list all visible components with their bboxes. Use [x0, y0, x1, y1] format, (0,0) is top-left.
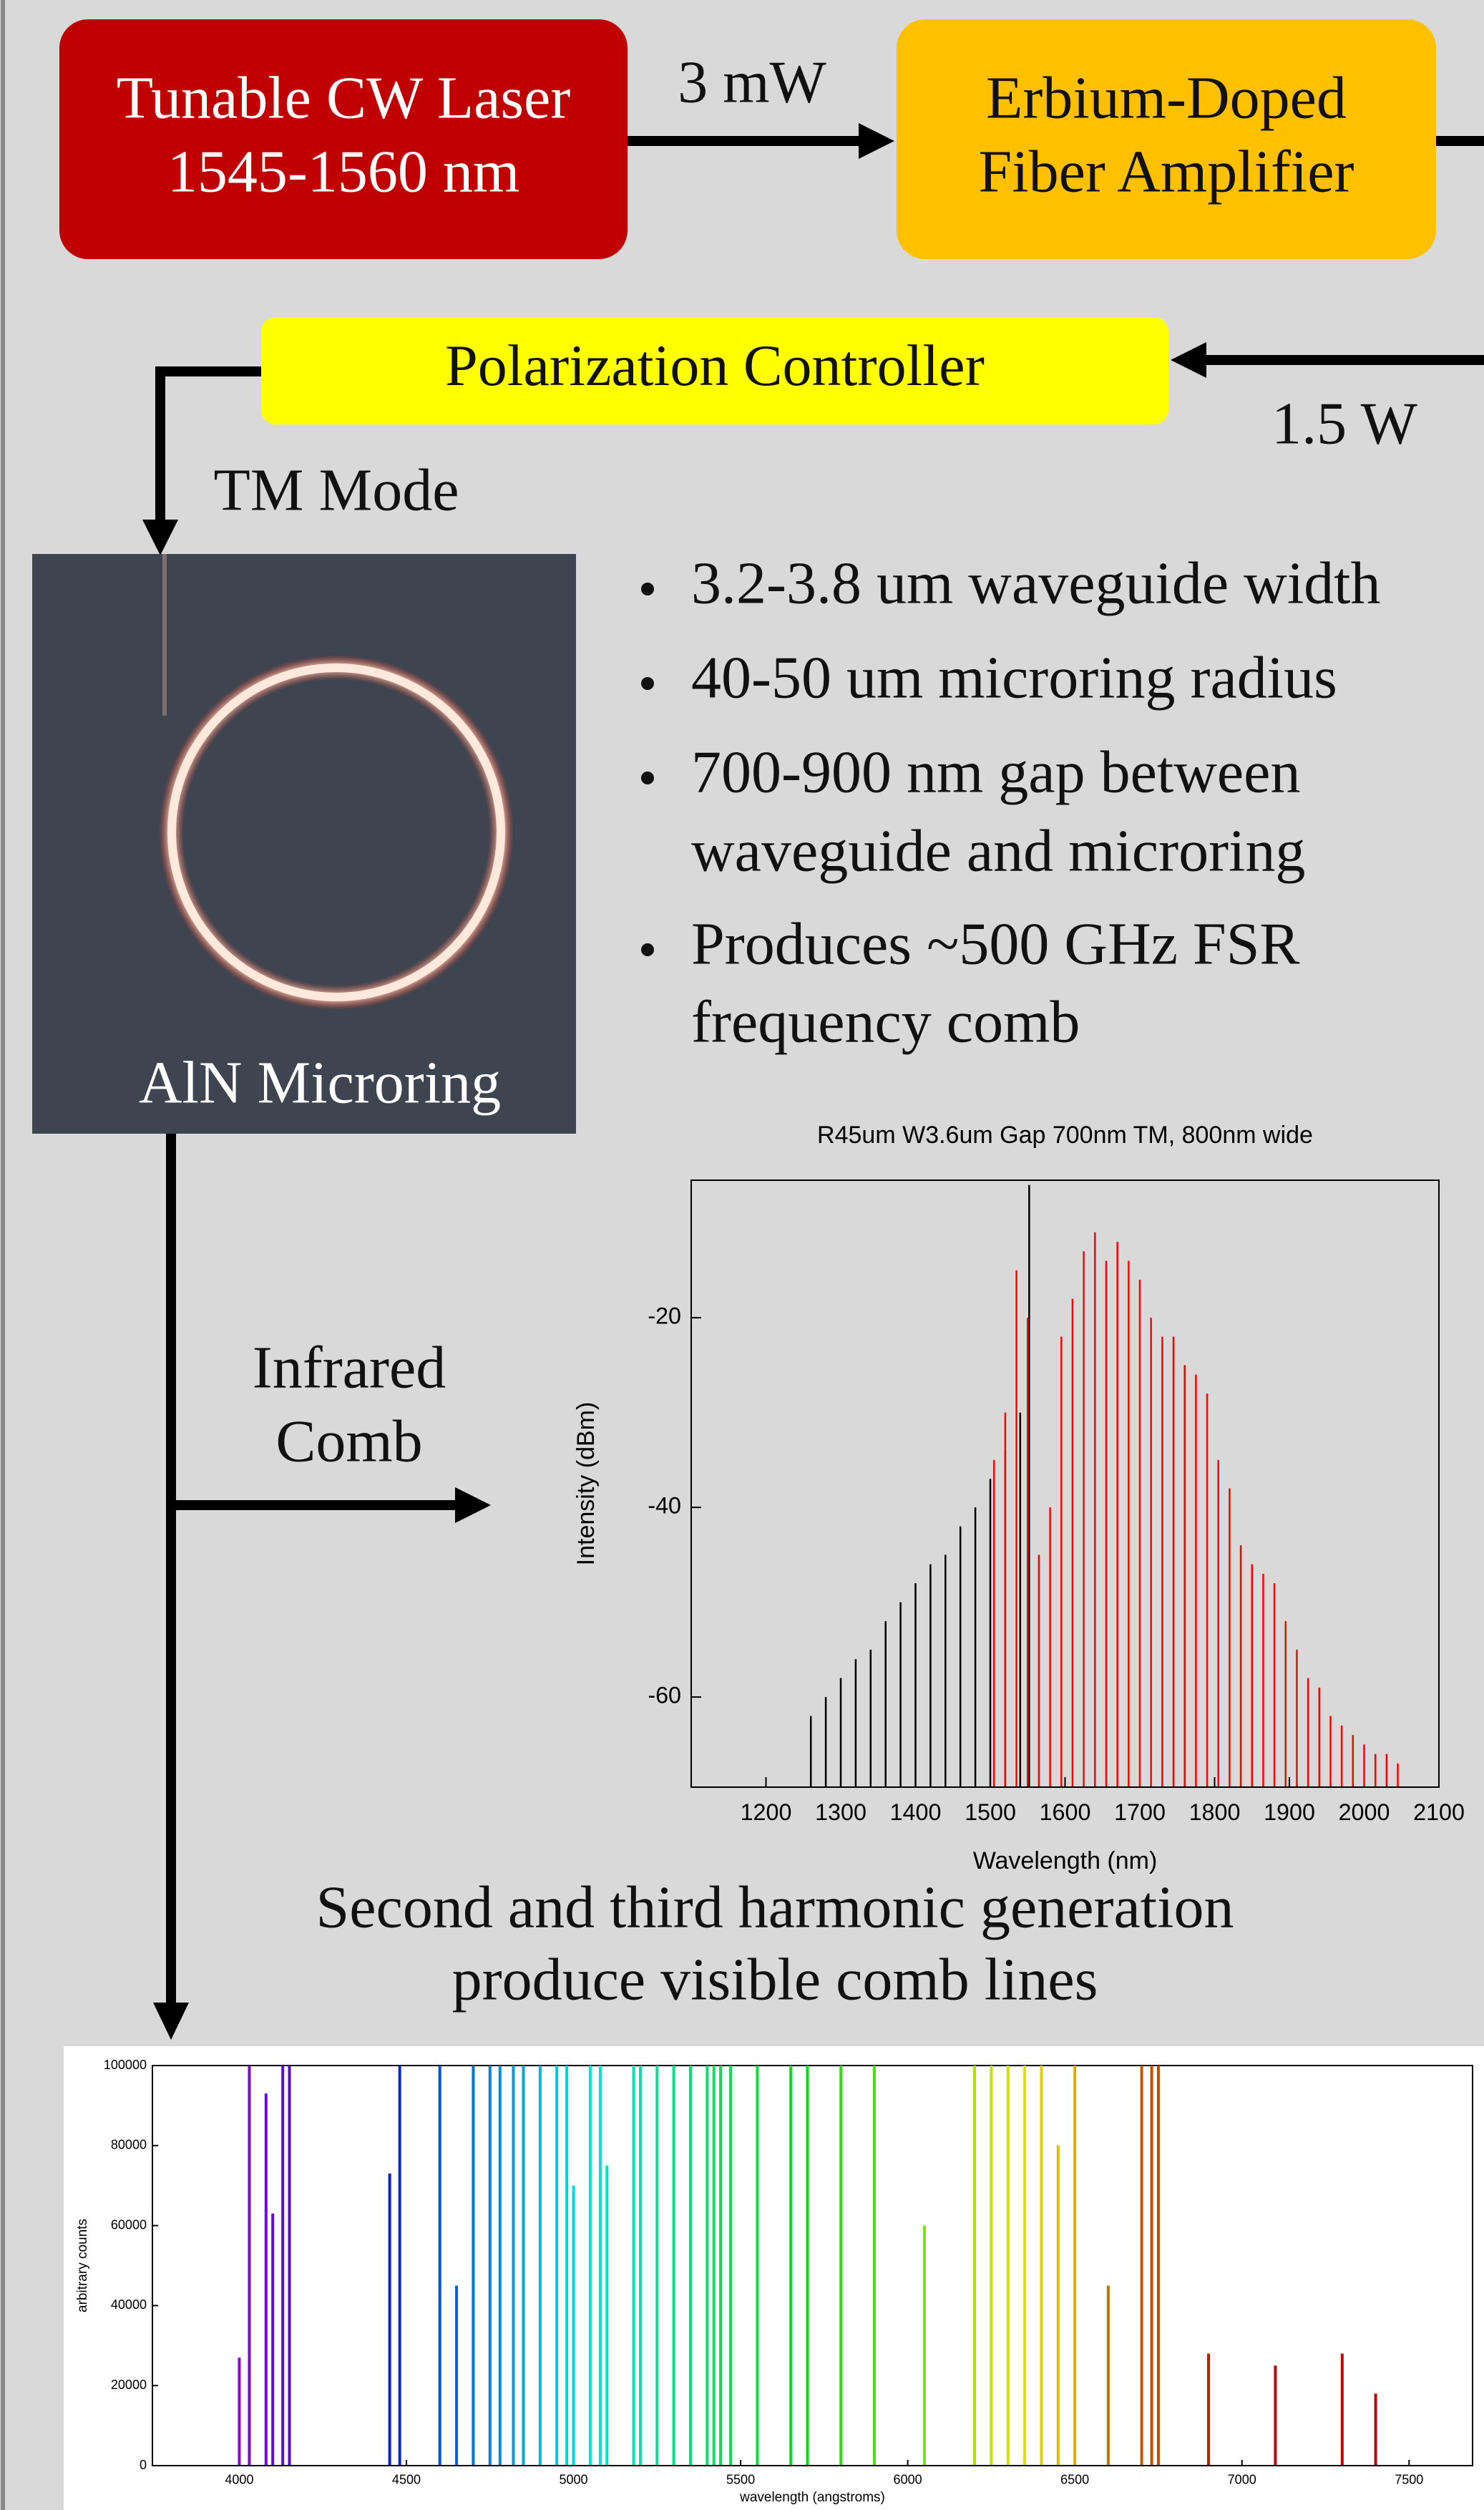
ring-glow — [159, 655, 514, 1010]
y-tick-label: -60 — [648, 1683, 681, 1708]
bullet — [641, 943, 654, 956]
x-tick-label: 1700 — [1114, 1799, 1166, 1825]
y-tick-label: 40000 — [111, 2297, 147, 2312]
y-tick-label: 0 — [140, 2458, 147, 2472]
bullet — [641, 583, 654, 595]
arrow — [155, 366, 261, 522]
spec-text: frequency comb — [691, 988, 1080, 1055]
bullet — [641, 677, 654, 690]
arrowhead — [142, 520, 178, 555]
x-tick-label: 5500 — [726, 2473, 755, 2487]
x-tick-label: 1600 — [1040, 1799, 1091, 1825]
harmonics-text: produce visible comb lines — [452, 1946, 1098, 2013]
x-tick-label: 6000 — [894, 2473, 922, 2487]
amplifier-text: Erbium-Doped — [986, 64, 1347, 131]
x-tick-label: 1900 — [1264, 1799, 1315, 1825]
x-axis-label: Wavelength (nm) — [973, 1847, 1158, 1874]
spec-text: waveguide and microring — [691, 817, 1305, 884]
x-axis-label: wavelength (angstroms) — [739, 2490, 885, 2505]
x-tick-label: 1800 — [1189, 1799, 1241, 1825]
controller-box — [261, 317, 1168, 424]
spec-text: 3.2-3.8 um waveguide width — [691, 550, 1381, 616]
y-axis-label: Intensity (dBm) — [572, 1402, 600, 1566]
x-tick-label: 1200 — [741, 1799, 792, 1825]
x-tick-label: 1400 — [890, 1799, 942, 1825]
power-label: 1.5 W — [1271, 390, 1417, 457]
x-tick-label: 5000 — [559, 2473, 587, 2487]
arrowhead — [1171, 342, 1206, 378]
harmonics-text: Second and third harmonic generation — [316, 1874, 1234, 1940]
comb-label: Infrared — [253, 1334, 446, 1401]
y-tick-label: 100000 — [104, 2058, 147, 2072]
comb-label: Comb — [275, 1408, 422, 1474]
x-tick-label: 2100 — [1413, 1799, 1465, 1825]
y-tick-label: 60000 — [111, 2217, 147, 2232]
x-tick-label: 7500 — [1395, 2473, 1423, 2487]
charts: R45um W3.6um Gap 700nm TM, 800nm wide Wav… — [75, 1122, 1473, 2505]
spec-text: 40-50 um microring radius — [691, 644, 1337, 711]
arrowhead — [153, 2003, 189, 2040]
y-tick-label: -40 — [648, 1493, 681, 1519]
x-tick-label: 7000 — [1228, 2473, 1256, 2487]
spec-text: 700-900 nm gap between — [691, 739, 1300, 805]
power-label: 3 mW — [678, 49, 826, 115]
laser-text: Tunable CW Laser — [117, 64, 571, 131]
x-tick-label: 4500 — [392, 2473, 421, 2487]
x-tick-label: 1500 — [965, 1799, 1016, 1825]
x-tick-label: 4000 — [225, 2473, 253, 2487]
arrowhead — [859, 123, 894, 159]
x-tick-label: 1300 — [815, 1799, 867, 1825]
y-tick-label: 20000 — [111, 2378, 147, 2392]
laser-box — [59, 19, 628, 259]
chart-background — [64, 2046, 1484, 2510]
x-tick-label: 6500 — [1060, 2473, 1089, 2487]
microring-label: AlN Microring — [139, 1049, 501, 1116]
ring — [167, 663, 505, 1001]
amplifier-text: Fiber Amplifier — [979, 138, 1354, 205]
y-tick-label: -20 — [648, 1303, 681, 1329]
spec-text: Produces ~500 GHz FSR — [691, 910, 1299, 977]
y-tick-label: 80000 — [111, 2138, 147, 2152]
controller-text: Polarization Controller — [445, 333, 985, 398]
plot-frame — [152, 2065, 1473, 2466]
arrowhead — [455, 1487, 491, 1523]
laser-text: 1545-1560 nm — [167, 138, 519, 205]
mode-label: TM Mode — [214, 457, 459, 523]
x-tick-label: 2000 — [1339, 1799, 1390, 1825]
chart-title: R45um W3.6um Gap 700nm TM, 800nm wide — [817, 1122, 1313, 1149]
bullet — [641, 772, 654, 784]
amplifier-box — [897, 19, 1436, 259]
y-axis-label: arbitrary counts — [75, 2219, 90, 2312]
